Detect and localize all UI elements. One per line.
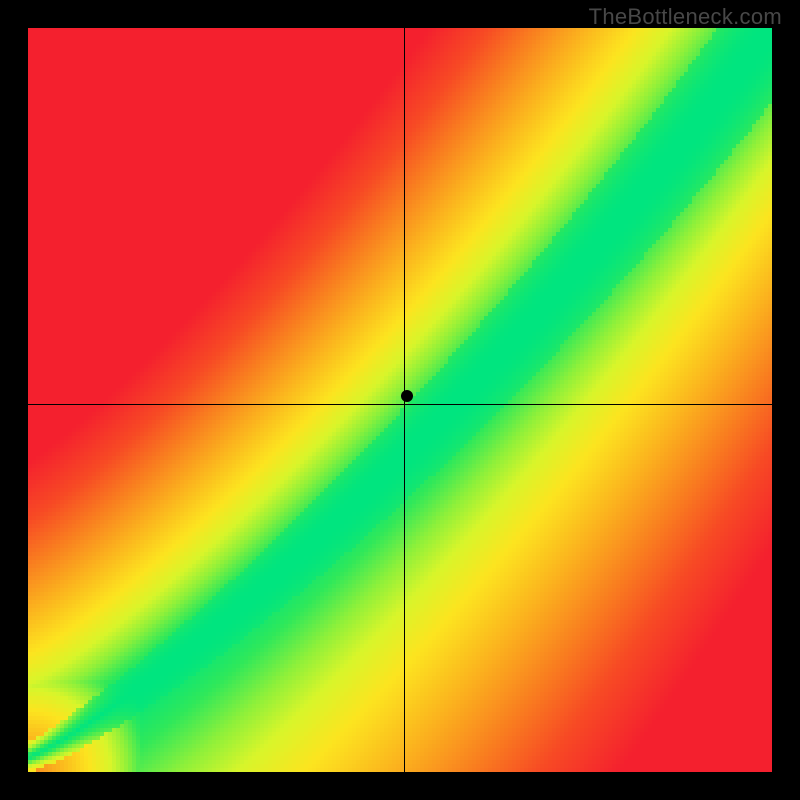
plot-area [28,28,772,772]
marker-dot [401,390,413,402]
watermark-text: TheBottleneck.com [589,4,782,30]
crosshair-horizontal [28,404,772,405]
chart-container: TheBottleneck.com [0,0,800,800]
heatmap-canvas [28,28,772,772]
